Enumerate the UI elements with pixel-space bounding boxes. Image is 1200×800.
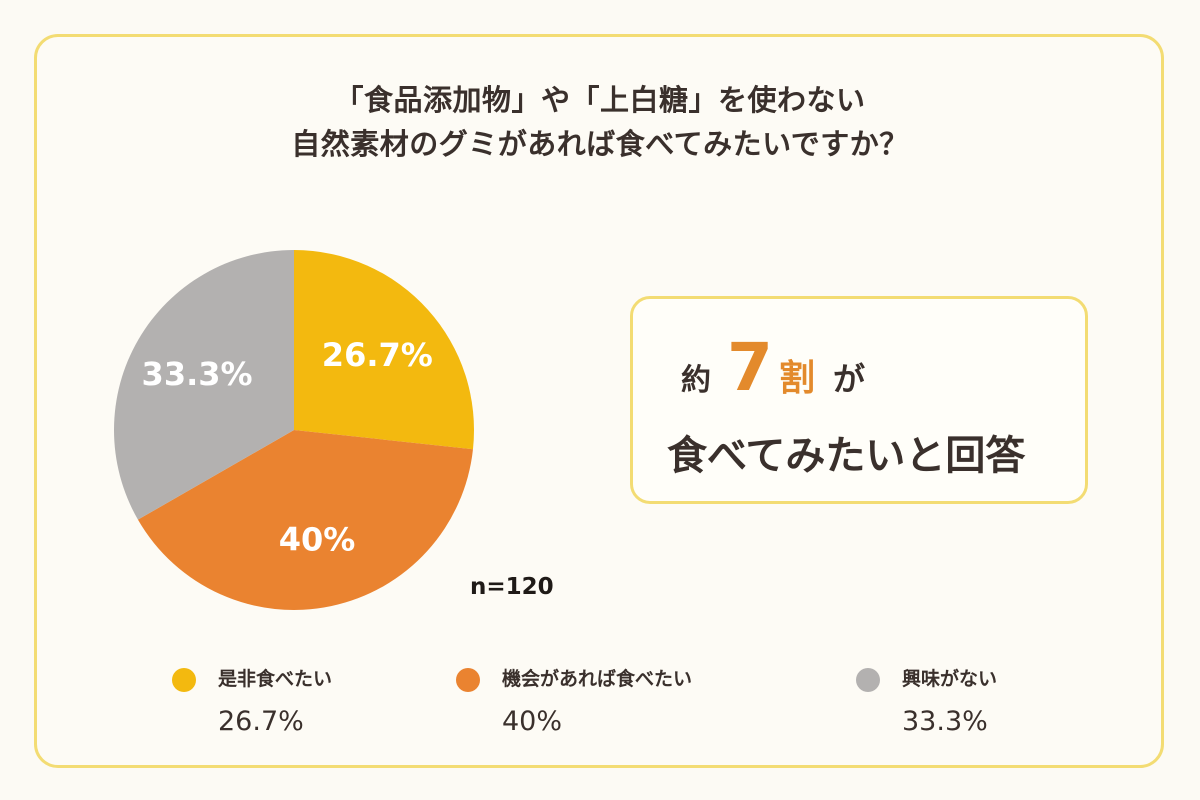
- legend-label-1: 是非食べたい: [218, 668, 333, 690]
- legend-value-2: 40%: [502, 706, 563, 737]
- legend-swatch-1: [172, 668, 196, 692]
- legend-value-3: 33.3%: [902, 706, 988, 737]
- sample-size-label: n=120: [470, 574, 554, 600]
- chart-title-line-2: 自然素材のグミがあれば食べてみたいですか？: [291, 127, 909, 161]
- pie-slice-label-2: 40%: [279, 521, 356, 559]
- callout-prefix: 約: [681, 363, 711, 398]
- pie-slice-2: [137, 430, 473, 611]
- callout-subline: 食べてみたいと回答: [667, 433, 1026, 479]
- pie-slice-1: [294, 250, 474, 450]
- callout-suffix: が: [832, 360, 865, 398]
- pie-slice-label-3: 33.3%: [142, 355, 253, 393]
- callout-number: 7: [727, 329, 773, 406]
- pie-slice-label-1: 26.7%: [322, 336, 433, 374]
- legend-label-2: 機会があれば食べたい: [502, 668, 693, 690]
- legend-swatch-2: [456, 668, 480, 692]
- callout-unit: 割: [778, 358, 815, 399]
- legend-label-3: 興味がない: [902, 668, 998, 690]
- legend-value-1: 26.7%: [218, 706, 304, 737]
- pie-slice-3: [113, 250, 294, 520]
- chart-title-line-1: 「食品添加物」や「上白糖」を使わない: [334, 83, 866, 117]
- legend-swatch-3: [856, 668, 880, 692]
